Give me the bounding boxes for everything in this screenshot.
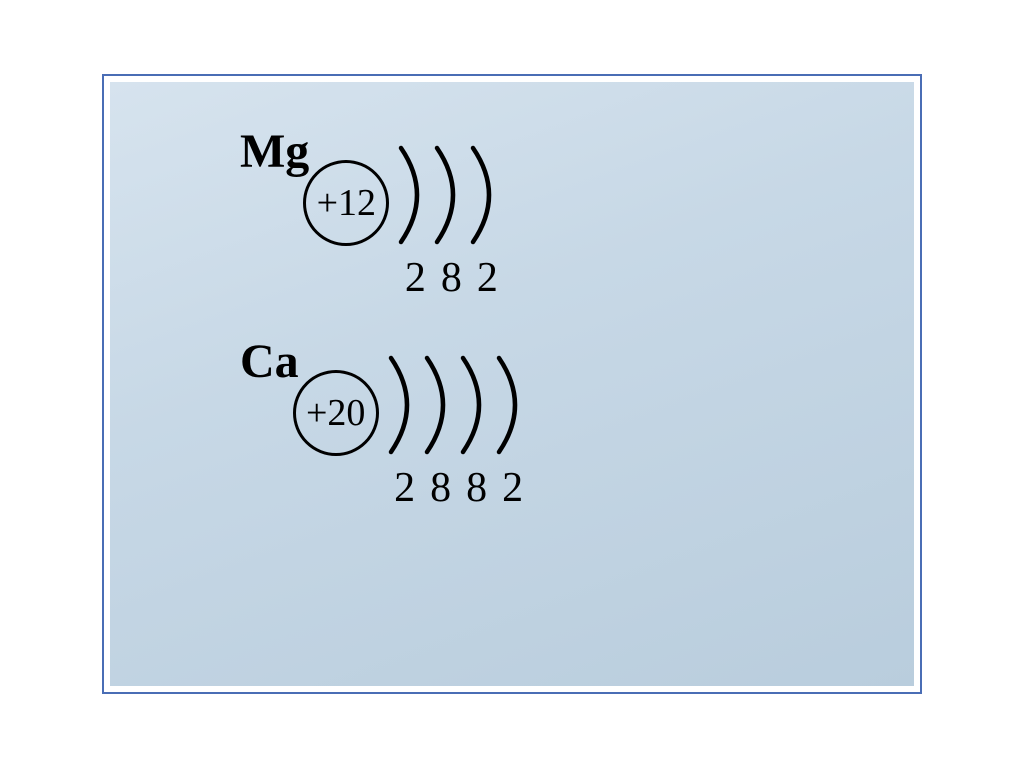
nucleus-circle: +20 [293, 370, 379, 456]
nucleus-charge: +12 [317, 181, 376, 225]
element-symbol: Ca [240, 334, 299, 389]
shells-group: 2 8 2 [401, 140, 509, 302]
electron-count: 8 [466, 464, 487, 512]
shell: 2 [491, 350, 535, 512]
element-symbol: Mg [240, 124, 309, 179]
diagram-frame: Mg +12 2 8 [102, 74, 922, 694]
atom-row-ca: Ca +20 2 8 [240, 342, 535, 512]
shells-group: 2 8 8 2 [391, 350, 535, 512]
electron-count: 2 [394, 464, 415, 512]
shell-arc-icon [491, 350, 535, 460]
electron-count: 8 [430, 464, 451, 512]
nucleus-circle: +12 [303, 160, 389, 246]
atom-row-mg: Mg +12 2 8 [240, 132, 509, 302]
electron-count: 2 [477, 254, 498, 302]
electron-count: 8 [441, 254, 462, 302]
electron-count: 2 [405, 254, 426, 302]
electron-count: 2 [502, 464, 523, 512]
shell-arc-icon [465, 140, 509, 250]
diagram-panel: Mg +12 2 8 [110, 82, 914, 686]
shell: 2 [465, 140, 509, 302]
nucleus-charge: +20 [306, 391, 365, 435]
